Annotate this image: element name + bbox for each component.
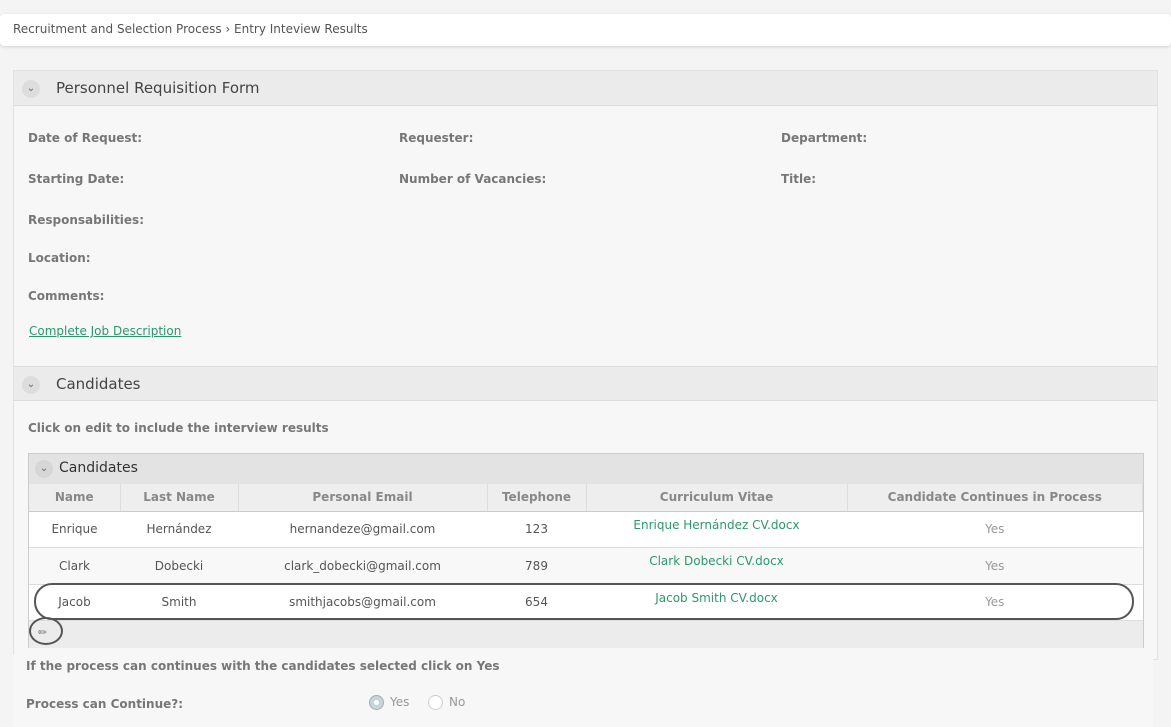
table-cell: smithjacobs@gmail.com <box>238 584 487 621</box>
requester-label: Requester: <box>399 131 474 145</box>
highlight-row-annotation <box>34 583 1134 620</box>
radio-yes[interactable]: Yes <box>369 695 409 710</box>
location-label: Location: <box>28 251 91 265</box>
column-header[interactable]: Curriculum Vitae <box>586 484 848 512</box>
radio-yes-button[interactable] <box>369 695 384 710</box>
table-row[interactable]: Clark Dobecki clark_dobecki@gmail.com 789 Cl… <box>29 547 1143 585</box>
table-cell: Yes <box>847 584 1143 621</box>
table-cell: hernandeze@gmail.com <box>238 511 487 548</box>
radio-yes-label: Yes <box>390 695 410 709</box>
column-header[interactable]: Last Name <box>120 484 239 512</box>
radio-no-button[interactable] <box>428 695 443 710</box>
table-cell: Smith <box>120 584 238 621</box>
process-section: If the process can continues with the ca… <box>13 655 1153 727</box>
candidates-grid: ⌄ Candidates Name Last Name Personal Email… <box>28 453 1144 648</box>
table-cell: Dobecki <box>120 547 238 585</box>
section-title: Personnel Requisition Form <box>56 79 260 97</box>
vacancies-label: Number of Vacancies: <box>399 172 547 186</box>
table-cell: Clark <box>29 547 120 585</box>
instruction-text: Click on edit to include the interview r… <box>28 421 329 435</box>
column-header[interactable]: Telephone <box>487 484 587 512</box>
radio-no[interactable]: No <box>428 695 465 710</box>
cv-link[interactable]: Jacob Smith CV.docx <box>586 584 847 621</box>
title-label: Title: <box>781 172 817 186</box>
table-cell: Enrique <box>29 511 120 548</box>
grid-footer: ✏ <box>29 621 1143 648</box>
cv-link[interactable]: Clark Dobecki CV.docx <box>586 547 847 585</box>
breadcrumb: Recruitment and Selection Process › Entr… <box>0 14 1171 46</box>
starting-date-label: Starting Date: <box>28 172 125 186</box>
job-description-link[interactable]: Complete Job Description <box>29 324 182 338</box>
chevron-down-icon[interactable]: ⌄ <box>22 80 40 98</box>
responsabilities-label: Responsabilities: <box>28 213 144 227</box>
table-cell: Yes <box>847 547 1143 585</box>
comments-label: Comments: <box>28 289 105 303</box>
table-cell: Hernández <box>120 511 238 548</box>
table-cell: clark_dobecki@gmail.com <box>238 547 487 585</box>
column-header[interactable]: Personal Email <box>238 484 488 512</box>
main-panel: ⌄ Personnel Requisition Form Date of Req… <box>13 70 1158 660</box>
section-header-requisition[interactable]: ⌄ Personnel Requisition Form <box>14 71 1157 106</box>
column-header[interactable]: Name <box>29 484 121 512</box>
cv-link[interactable]: Enrique Hernández CV.docx <box>586 511 847 548</box>
candidates-table: Name Last Name Personal Email Telephone Curr… <box>29 484 1143 621</box>
section-title: Candidates <box>56 375 141 393</box>
table-cell: 123 <box>487 511 586 548</box>
process-label: Process can Continue?: <box>26 697 184 711</box>
grid-header[interactable]: ⌄ Candidates <box>29 454 1143 484</box>
table-cell: Yes <box>847 511 1143 548</box>
chevron-down-icon[interactable]: ⌄ <box>22 376 40 394</box>
highlight-edit-annotation <box>29 617 63 645</box>
date-of-request-label: Date of Request: <box>28 131 143 145</box>
section-header-candidates[interactable]: ⌄ Candidates <box>14 366 1157 401</box>
table-cell: 654 <box>487 584 586 621</box>
table-row[interactable]: Jacob Smith smithjacobs@gmail.com 654 Jacob … <box>29 584 1143 621</box>
grid-title: Candidates <box>59 460 138 476</box>
department-label: Department: <box>781 131 868 145</box>
table-row[interactable]: Enrique Hernández hernandeze@gmail.com 123 E… <box>29 511 1143 548</box>
column-header[interactable]: Candidate Continues in Process <box>847 484 1143 512</box>
process-instruction: If the process can continues with the ca… <box>26 659 500 673</box>
chevron-down-icon[interactable]: ⌄ <box>35 460 53 478</box>
radio-no-label: No <box>449 695 466 709</box>
table-cell: 789 <box>487 547 586 585</box>
